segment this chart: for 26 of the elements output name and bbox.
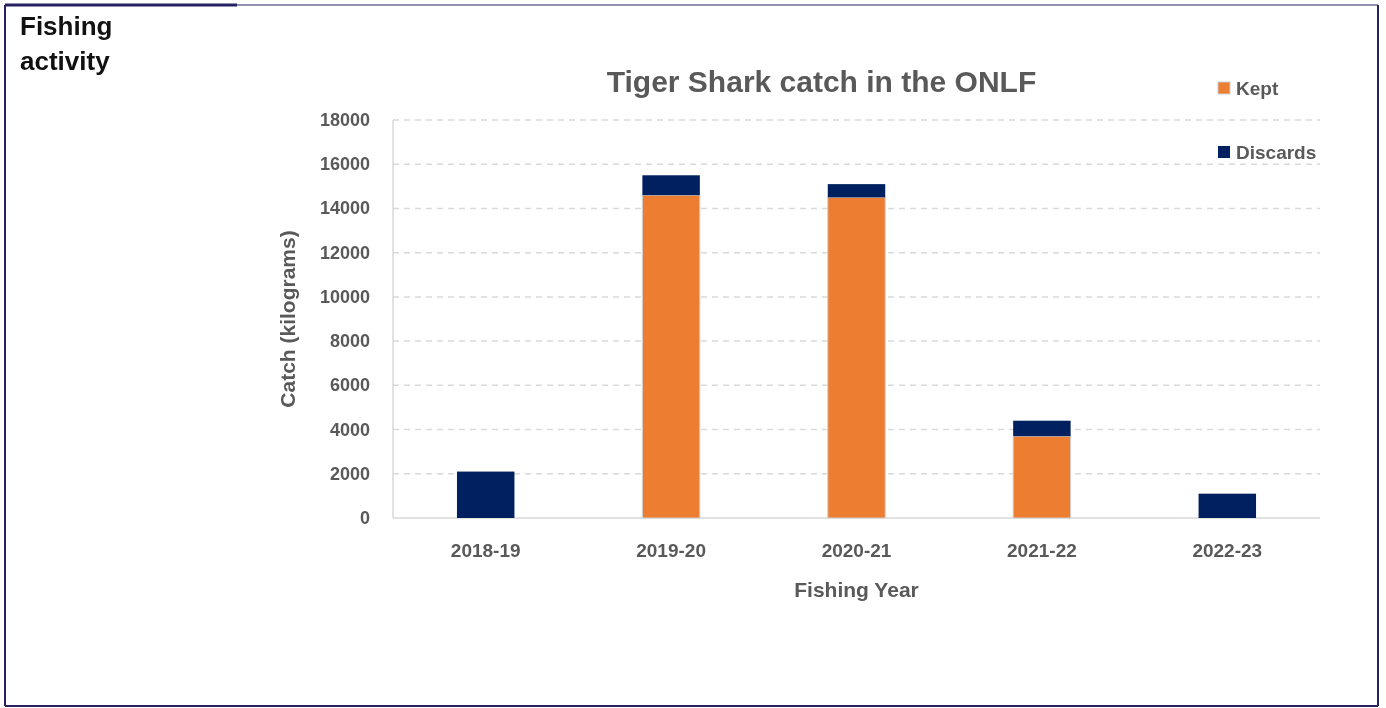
y-tick-label: 2000 bbox=[329, 463, 370, 484]
bar bbox=[1013, 420, 1071, 437]
x-tick-label: 2020-21 bbox=[821, 539, 892, 561]
bar bbox=[642, 175, 700, 196]
y-tick-label: 4000 bbox=[329, 419, 370, 440]
x-tick-label: 2022-23 bbox=[1192, 539, 1263, 561]
y-tick-label: 0 bbox=[359, 508, 370, 528]
y-tick-label: 10000 bbox=[319, 286, 370, 307]
legend-label: Discards bbox=[1236, 141, 1317, 163]
y-axis-title: Catch (kilograms) bbox=[275, 230, 299, 408]
x-tick-label: 2018-19 bbox=[450, 539, 521, 561]
text: Fishing activity bbox=[20, 11, 113, 76]
y-tick-label: 8000 bbox=[329, 331, 370, 352]
y-tick-label: 6000 bbox=[329, 375, 370, 396]
bar bbox=[1198, 493, 1257, 518]
x-tick-label: 2021-22 bbox=[1007, 539, 1077, 561]
y-tick-label: 18000 bbox=[319, 110, 370, 130]
x-tick-label: 2019-20 bbox=[636, 539, 706, 561]
y-tick-label: 14000 bbox=[319, 198, 370, 219]
x-axis-title: Fishing Year bbox=[794, 577, 919, 601]
y-tick-label: 12000 bbox=[319, 242, 370, 263]
bar bbox=[827, 184, 886, 198]
y-tick-label: 16000 bbox=[319, 154, 370, 175]
legend-label: Kept bbox=[1236, 77, 1279, 99]
chart-title: Tiger Shark catch in the ONLF bbox=[606, 65, 1037, 98]
bar bbox=[456, 471, 515, 518]
